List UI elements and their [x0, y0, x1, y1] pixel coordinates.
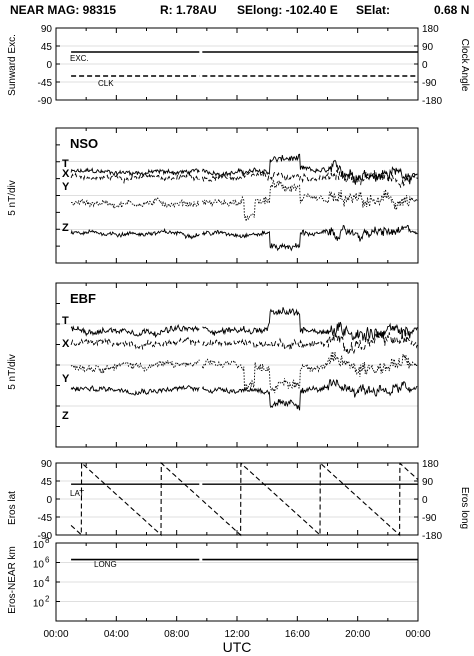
utc-xtick-label: 12:00 [224, 629, 249, 640]
ebf-t-series-0 [70, 324, 200, 338]
nso-z-label: Z [62, 222, 69, 234]
eros-long-ytick-label: 90 [422, 477, 434, 488]
long-series-label: LONG [94, 560, 117, 569]
nso-z-series-0 [70, 227, 200, 240]
utc-xtick-label: 16:00 [285, 629, 310, 640]
range-ytick-label: 10 [33, 560, 45, 571]
eros-lat-ytick-label: 0 [46, 495, 52, 506]
nso-t-series-1 [201, 153, 418, 185]
clk-series-label: CLK [98, 79, 114, 88]
ebf-x-label: X [62, 338, 70, 350]
nso-z-series-1 [201, 224, 418, 252]
eros-long-ytick-label: -90 [422, 513, 437, 524]
eros-long-ytick-label: -180 [422, 531, 442, 542]
eros-lat-ytick-label: -45 [38, 513, 53, 524]
sunward-ytick-label: -45 [38, 78, 53, 89]
ebf-z-label: Z [62, 410, 69, 422]
nso-t-label: T [62, 158, 69, 170]
eros-lat-ylabel: Eros lat [7, 491, 18, 525]
ebf-x-series-1 [202, 330, 418, 356]
utc-xtick-label: 08:00 [164, 629, 189, 640]
selong-readout: SElong: -102.40 E [237, 3, 338, 17]
eros-lat-ytick-label: -90 [38, 531, 53, 542]
clock-ytick-label: 0 [422, 60, 428, 71]
clock-angle-ylabel: Clock Angle [459, 39, 470, 92]
utc-xtick-label: 00:00 [405, 629, 430, 640]
ebf-y-series-0 [70, 359, 200, 375]
nso-x-series-0 [70, 172, 200, 185]
eros-lat-ytick-label: 45 [41, 477, 53, 488]
nso-panel-title: NSO [70, 136, 98, 151]
lat-series-label: LAT [70, 489, 84, 498]
range-ytick-label: 10 [33, 599, 45, 610]
nso-ylabel: 5 nT/div [7, 180, 18, 216]
nso-t-series-0 [70, 167, 200, 177]
sunward-ytick-label: 0 [46, 60, 52, 71]
nso-y-series-0 [71, 197, 200, 209]
sunward-ytick-label: -90 [38, 96, 53, 107]
sunward-ytick-label: 90 [41, 24, 53, 35]
ebf-y-series-1 [201, 351, 418, 394]
clock-ytick-label: 90 [422, 42, 434, 53]
exc-series-label: EXC. [70, 54, 89, 63]
eros-long-ytick-label: 0 [422, 495, 428, 506]
eros-long-ytick-label: 180 [422, 459, 439, 470]
range-ytick-exponent: 4 [45, 575, 50, 584]
range-ytick-exponent: 2 [45, 595, 50, 604]
range-ytick-label: 10 [33, 540, 45, 551]
ebf-x-series-0 [70, 336, 200, 350]
eros-long-ylabel: Eros long [459, 487, 470, 529]
range-ytick-label: 10 [33, 579, 45, 590]
nso-x-series-1 [201, 169, 418, 189]
ebf-z-series-1 [201, 378, 418, 411]
eros-near-km-ylabel: Eros-NEAR km [7, 546, 18, 614]
sunward-ytick-label: 45 [41, 42, 53, 53]
figure-title: NEAR MAG: 98315 [10, 3, 116, 17]
sunward-exc-ylabel: Sunward Exc. [7, 34, 18, 96]
selat-value: 0.68 N [434, 3, 469, 17]
utc-xtick-label: 04:00 [104, 629, 129, 640]
ebf-y-label: Y [62, 373, 70, 385]
ebf-ylabel: 5 nT/div [7, 354, 18, 390]
heliocentric-distance: R: 1.78AU [160, 3, 217, 17]
long-series-line-1 [201, 461, 419, 537]
ebf-t-label: T [62, 315, 69, 327]
utc-xlabel: UTC [223, 639, 252, 655]
ebf-z-series-0 [70, 384, 200, 396]
selat-label: SElat: [356, 3, 390, 17]
eros-lat-ytick-label: 90 [41, 459, 53, 470]
nso-x-label: X [62, 168, 70, 180]
nso-y-series-1 [201, 179, 418, 222]
plot-area: 90 180 45 90 0 0 -45 -90 -90 -180 90 180 45 90 0 0 -45 -9… [33, 24, 443, 640]
utc-xtick-label: 20:00 [345, 629, 370, 640]
clock-ytick-label: -90 [422, 78, 437, 89]
range-ytick-exponent: 8 [45, 536, 50, 545]
ebf-panel-title: EBF [70, 291, 96, 306]
clock-ytick-label: 180 [422, 24, 439, 35]
range-ytick-exponent: 6 [45, 556, 50, 565]
clock-ytick-label: -180 [422, 96, 442, 107]
utc-xtick-label: 00:00 [43, 629, 68, 640]
nso-y-label: Y [62, 181, 70, 193]
long-series-line-0 [70, 461, 200, 537]
